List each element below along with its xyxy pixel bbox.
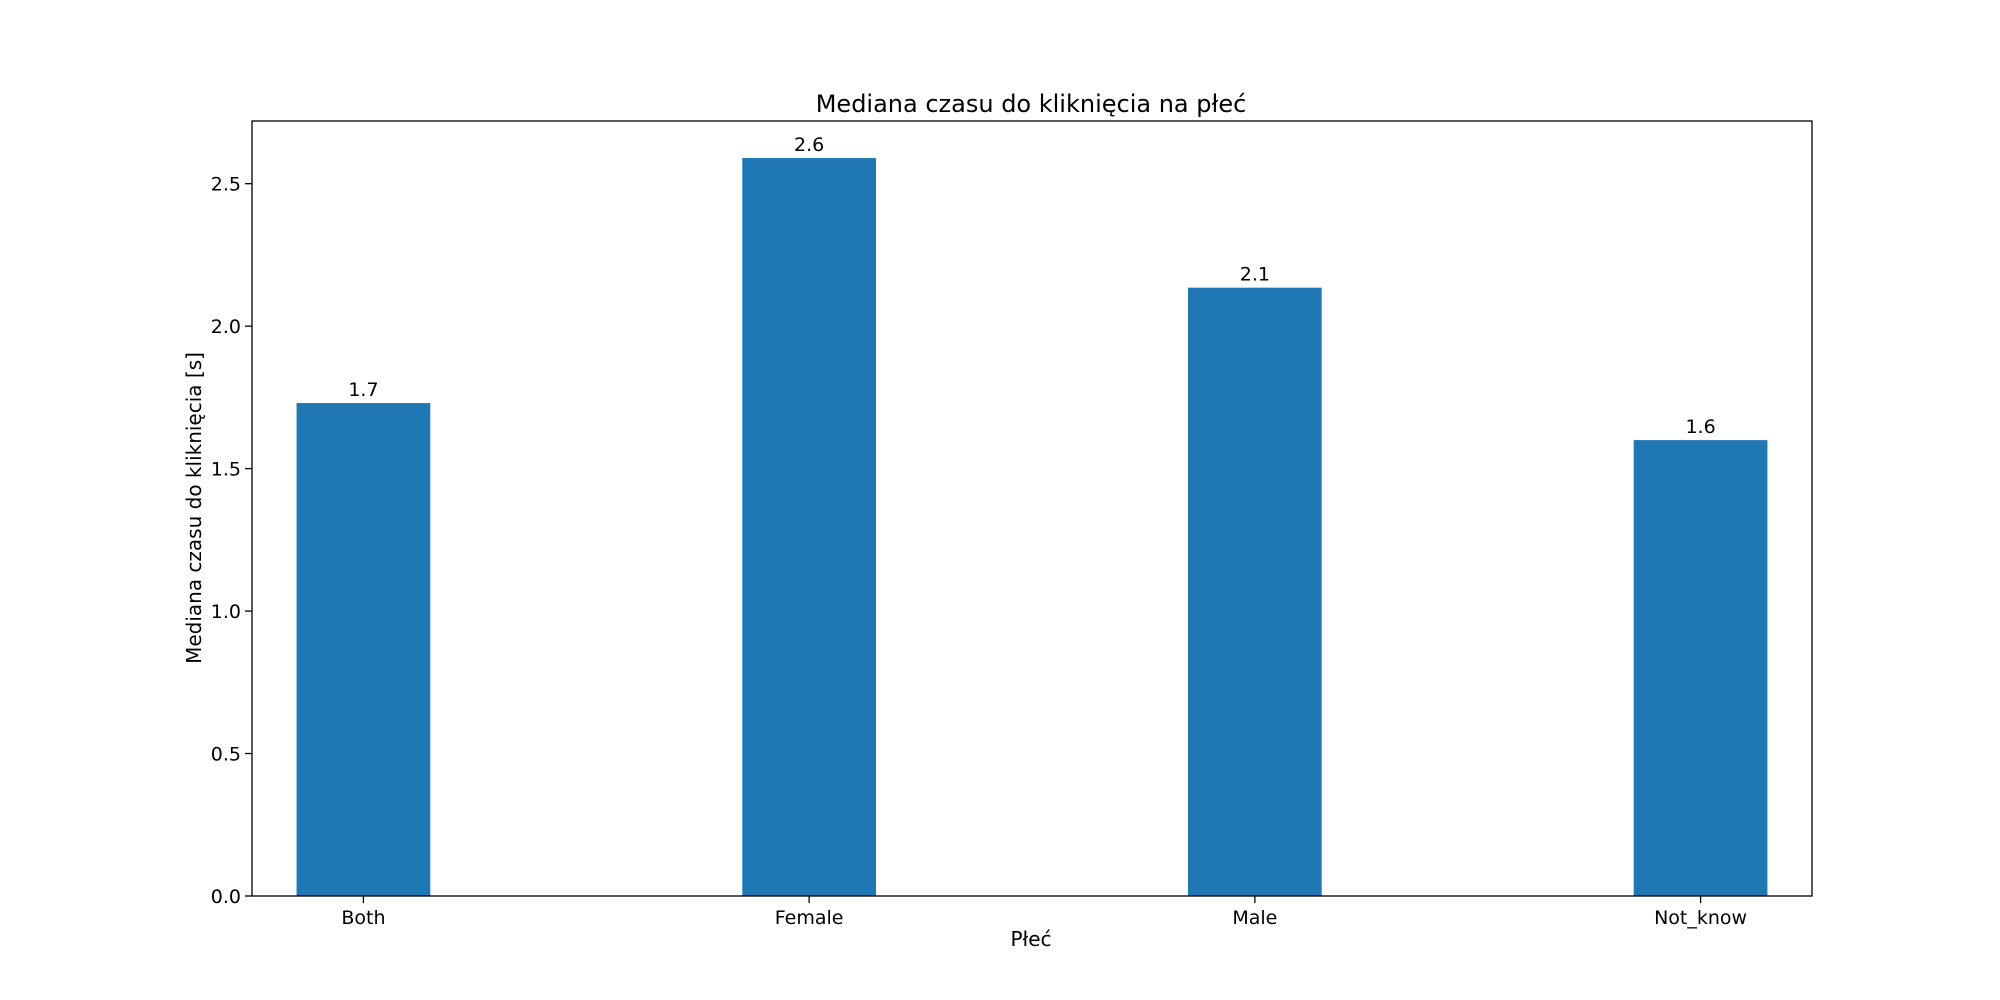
data-label-male: 2.1: [1240, 264, 1270, 286]
data-label-female: 2.6: [794, 134, 824, 156]
x-axis-label: Płeć: [1010, 927, 1051, 951]
bar-male: [1188, 287, 1322, 896]
x-tick-label: Female: [775, 907, 844, 929]
bars-group: [296, 158, 1768, 897]
data-label-both: 1.7: [348, 379, 378, 401]
y-tick-label: 0.0: [211, 886, 241, 908]
bar-both: [296, 403, 431, 896]
data-label-not-know: 1.6: [1685, 416, 1715, 438]
bar-female: [742, 158, 876, 897]
x-tick-label: Male: [1232, 907, 1277, 929]
y-tick-label: 1.0: [211, 601, 241, 623]
y-tick-label: 2.0: [211, 316, 241, 338]
y-axis: 0.0 0.5 1.0 1.5 2.0 2.5: [211, 174, 252, 908]
y-axis-label: Mediana czasu do kliknięcia [s]: [182, 352, 206, 664]
x-tick-label: Not_know: [1654, 907, 1747, 929]
data-labels-group: 1.7 2.6 2.1 1.6: [348, 134, 1715, 438]
y-tick-label: 1.5: [211, 459, 241, 481]
x-axis: Both Female Male Not_know: [341, 896, 1747, 929]
chart-title: Mediana czasu do kliknięcia na płeć: [816, 90, 1247, 118]
bar-not-know: [1633, 440, 1768, 896]
plot-frame: [251, 120, 1813, 897]
y-tick-label: 0.5: [211, 744, 241, 766]
x-tick-label: Both: [341, 907, 385, 929]
y-tick-label: 2.5: [211, 174, 241, 196]
